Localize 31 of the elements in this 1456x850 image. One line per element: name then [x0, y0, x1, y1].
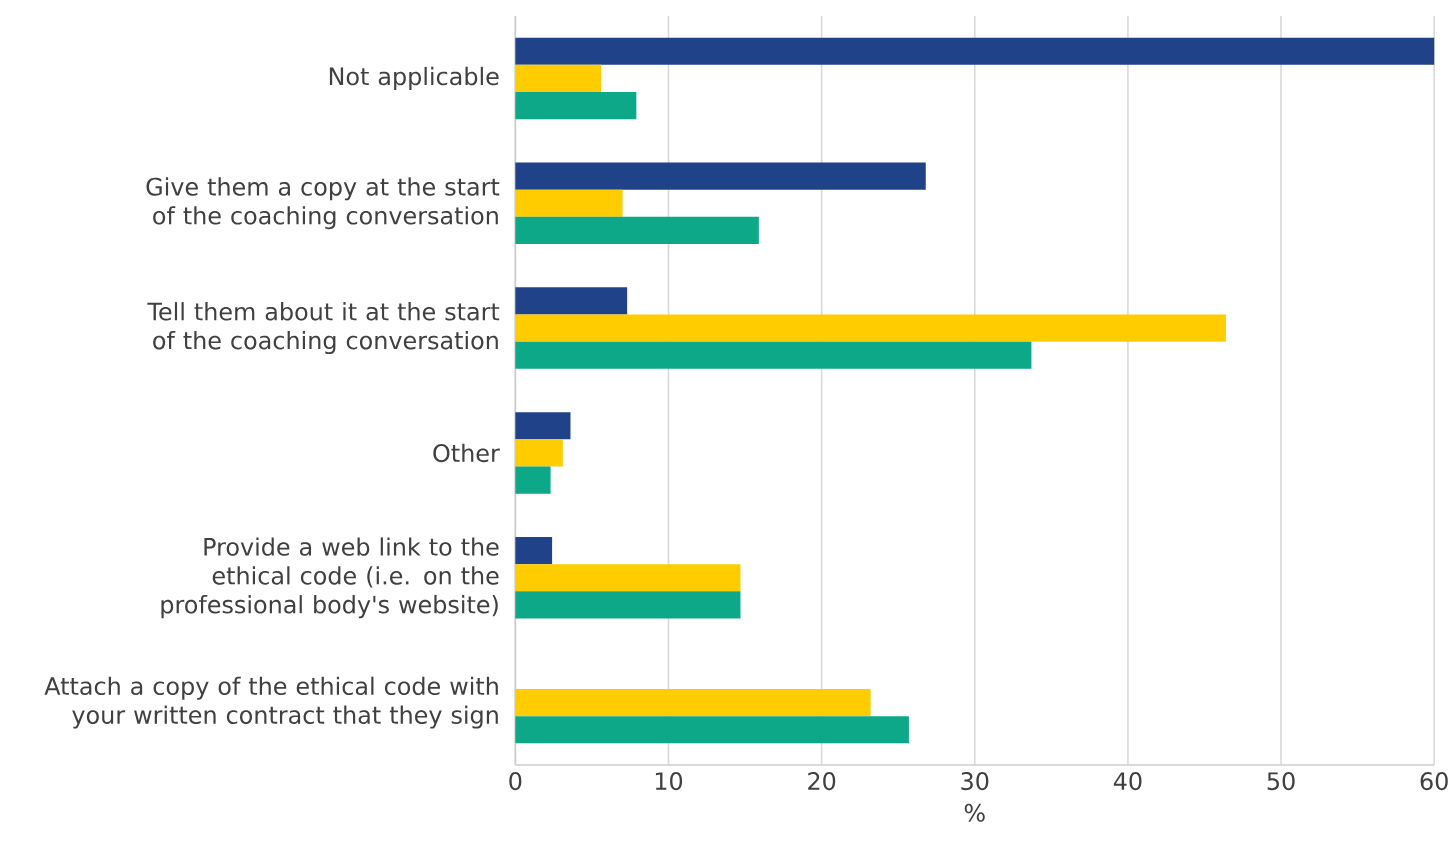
x-tick-label: 30 [961, 772, 989, 791]
bar [515, 92, 637, 120]
bar [515, 314, 1226, 342]
y-tick-label: Other [433, 443, 500, 463]
bar [515, 537, 553, 565]
bar [515, 189, 623, 217]
bar [515, 716, 909, 744]
bar [515, 564, 741, 592]
bar [515, 439, 563, 467]
y-tick-label: Give them a copy at the start of the coaching conversation [146, 177, 500, 230]
bar [515, 287, 628, 315]
bar [515, 466, 551, 494]
bar [515, 689, 871, 717]
y-tick-label: Tell them about it at the start of the coaching conversation [147, 302, 500, 355]
bar [515, 216, 759, 245]
bar [515, 37, 1435, 65]
x-tick-label: 60 [1420, 772, 1448, 791]
x-tick-label: 10 [655, 772, 683, 791]
x-tick-label: 50 [1267, 772, 1295, 791]
y-tick-label: Provide a web link to the ethical code (i.e. on the professional body's website) [161, 537, 499, 619]
bar [515, 341, 1032, 369]
x-tick-label: 20 [808, 772, 836, 791]
bar [515, 412, 571, 440]
bar [515, 591, 741, 619]
y-tick-label: Attach a copy of the ethical code with your written contract that they sign [44, 676, 498, 729]
x-tick-label: 40 [1113, 772, 1142, 791]
bar [515, 162, 926, 190]
y-tick-label: Not applicable [329, 66, 499, 90]
x-axis-title: % [964, 803, 985, 822]
x-tick-label: 0 [509, 772, 522, 791]
bar [515, 64, 602, 93]
